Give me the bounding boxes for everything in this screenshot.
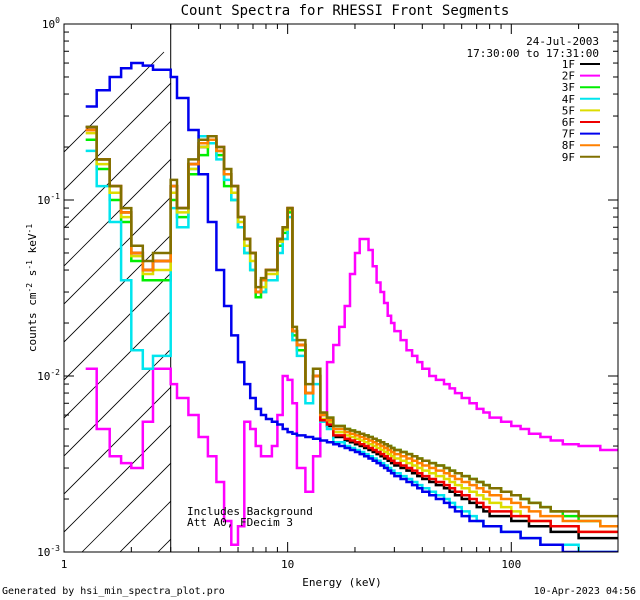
annotation-background: Includes Background (187, 505, 313, 518)
y-tick-label: 10-3 (37, 544, 60, 559)
legend-label: 5F (562, 104, 575, 117)
series-1F (85, 125, 618, 540)
plot-frame (63, 23, 619, 553)
legend-label: 9F (562, 151, 575, 164)
series-2F (85, 237, 618, 546)
series-group (85, 24, 618, 552)
legend-label: 2F (562, 70, 575, 83)
hatch-line (64, 234, 171, 343)
series-9F (85, 125, 618, 518)
series-5F (85, 131, 618, 534)
x-tick-label: 100 (501, 558, 521, 571)
series-6F (85, 128, 618, 534)
date-label: 24-Jul-2003 (526, 35, 599, 48)
legend-label: 8F (562, 139, 575, 152)
legend-label: 6F (562, 116, 575, 129)
series-7F (85, 61, 618, 552)
chart-title: Count Spectra for RHESSI Front Segments (181, 3, 510, 19)
hatch-line (64, 386, 171, 495)
hatch-line (64, 272, 171, 381)
hatch-line (64, 120, 171, 229)
hatch-line (64, 424, 171, 533)
x-tick-label: 10 (281, 558, 294, 571)
y-tick-label: 100 (42, 16, 60, 31)
generated-by-label: Generated by hsi_min_spectra_plot.pro (2, 586, 225, 597)
axis-ticks: 1 10 100 10-3 10-2 10-1 100 (37, 16, 619, 571)
hatch-line (64, 196, 171, 305)
y-tick-label: 10-2 (37, 368, 60, 383)
x-axis-label: Energy (keV) (302, 576, 381, 589)
hatch-line (119, 500, 171, 552)
series-8F (85, 128, 618, 528)
timestamp-label: 10-Apr-2023 04:56 (533, 586, 636, 597)
y-tick-label: 10-1 (37, 192, 60, 207)
hatched-region (64, 51, 171, 552)
x-tick-label: 1 (61, 558, 68, 571)
time-range-label: 17:30:00 to 17:31:00 (467, 47, 599, 60)
hatch-line (81, 462, 171, 552)
legend-label: 1F (562, 58, 575, 71)
hatch-line (64, 51, 165, 153)
legend-label: 7F (562, 128, 575, 141)
legend-label: 3F (562, 81, 575, 94)
series-4F (85, 135, 618, 552)
legend-label: 4F (562, 93, 575, 106)
hatch-line (64, 82, 171, 191)
annotation-attenuator: Att A0, FDecim 3 (187, 516, 293, 529)
hatch-line (64, 158, 171, 267)
y-axis-label: counts cm-2 s-1 keV-1 (25, 224, 39, 352)
